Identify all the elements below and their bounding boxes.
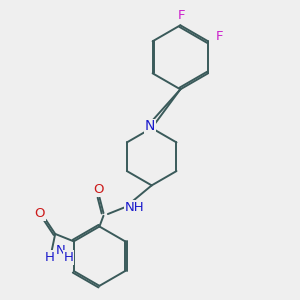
Text: H: H — [64, 251, 74, 264]
Text: F: F — [216, 30, 224, 43]
Text: O: O — [34, 207, 45, 220]
Text: N: N — [56, 244, 65, 257]
Text: N: N — [145, 119, 155, 134]
Text: NH: NH — [125, 201, 145, 214]
Text: O: O — [94, 183, 104, 196]
Text: F: F — [177, 9, 185, 22]
Text: H: H — [45, 251, 55, 264]
